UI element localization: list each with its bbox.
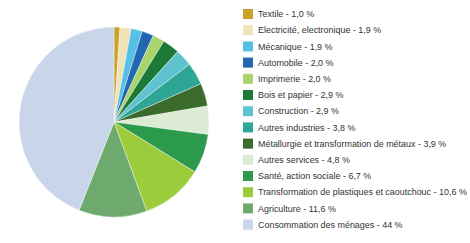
chart: Textile - 1,0 % Electricité, electronique… [0, 0, 470, 243]
legend-item: Construction - 2,9 % [243, 106, 339, 116]
pie [19, 27, 209, 217]
legend-label: Textile - 1,0 % [258, 9, 314, 19]
legend-item: Imprimerie - 2,0 % [243, 74, 331, 84]
legend-swatch [243, 25, 253, 35]
legend-swatch [243, 155, 253, 165]
legend-label: Agriculture - 11,6 % [258, 204, 336, 214]
legend-swatch [243, 74, 253, 84]
legend-swatch [243, 90, 253, 100]
legend-label: Automobile - 2,0 % [258, 58, 334, 68]
legend-item: Bois et papier - 2,9 % [243, 90, 344, 100]
legend-label: Electricité, electronique - 1,9 % [258, 25, 381, 35]
legend-label: Transformation de plastiques et caoutcho… [258, 187, 467, 197]
legend-item: Electricité, electronique - 1,9 % [243, 25, 381, 35]
legend-label: Consommation des ménages - 44 % [258, 220, 403, 230]
legend-label: Mécanique - 1,9 % [258, 42, 333, 52]
legend-item: Textile - 1,0 % [243, 9, 314, 19]
legend-swatch [243, 220, 253, 230]
legend-swatch [243, 41, 253, 51]
legend-item: Consommation des ménages - 44 % [243, 220, 403, 230]
legend: Textile - 1,0 % Electricité, electronique… [243, 9, 467, 230]
legend-swatch [243, 106, 253, 116]
legend-item: Automobile - 2,0 % [243, 58, 334, 68]
legend-label: Autres industries - 3,8 % [258, 123, 355, 133]
legend-item: Transformation de plastiques et caoutcho… [243, 187, 467, 197]
legend-item: Métallurgie et transformation de métaux … [243, 139, 446, 149]
legend-item: Autres industries - 3,8 % [243, 122, 355, 132]
legend-label: Autres services - 4,8 % [258, 155, 350, 165]
legend-label: Bois et papier - 2,9 % [258, 90, 344, 100]
legend-swatch [243, 122, 253, 132]
legend-item: Santé, action sociale - 6,7 % [243, 171, 371, 181]
pie-slice [19, 27, 114, 210]
legend-item: Agriculture - 11,6 % [243, 203, 336, 213]
legend-swatch [243, 58, 253, 68]
legend-label: Construction - 2,9 % [258, 106, 339, 116]
legend-item: Autres services - 4,8 % [243, 155, 350, 165]
legend-swatch [243, 9, 253, 19]
legend-swatch [243, 171, 253, 181]
legend-swatch [243, 139, 253, 149]
legend-label: Santé, action sociale - 6,7 % [258, 171, 371, 181]
legend-swatch [243, 187, 253, 197]
legend-label: Métallurgie et transformation de métaux … [258, 139, 446, 149]
legend-item: Mécanique - 1,9 % [243, 41, 333, 51]
legend-label: Imprimerie - 2,0 % [258, 74, 331, 84]
legend-swatch [243, 203, 253, 213]
